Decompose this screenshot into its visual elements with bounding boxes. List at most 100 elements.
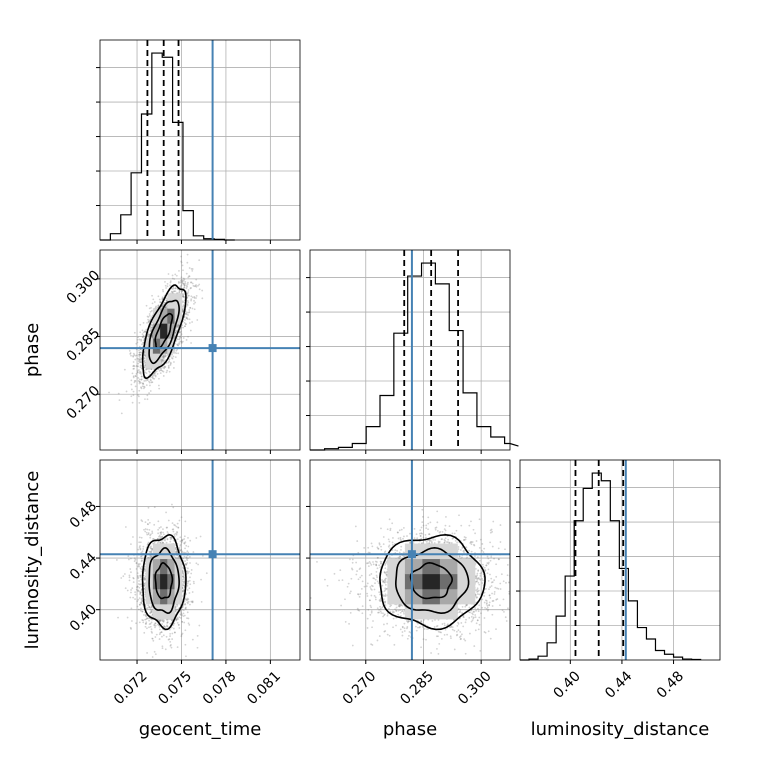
scatter-point-geocent-time-vs-phase bbox=[192, 284, 195, 287]
scatter-point-geocent-time-vs-phase bbox=[174, 290, 177, 293]
scatter-point-geocent-time-vs-luminosity-distance bbox=[167, 638, 170, 641]
ylabel-phase: phase bbox=[22, 323, 43, 377]
scatter-point-geocent-time-vs-luminosity-distance bbox=[143, 528, 145, 531]
scatter-point-geocent-time-vs-phase bbox=[139, 381, 142, 384]
scatter-point-geocent-time-vs-phase bbox=[187, 295, 189, 297]
scatter-point-geocent-time-vs-phase bbox=[182, 309, 184, 312]
histogram-phase bbox=[310, 262, 519, 451]
scatter-point-geocent-time-vs-phase bbox=[182, 337, 185, 339]
scatter-point-geocent-time-vs-luminosity-distance bbox=[184, 541, 187, 544]
scatter-point-geocent-time-vs-phase bbox=[188, 275, 191, 278]
scatter-point-geocent-time-vs-phase bbox=[152, 298, 155, 301]
scatter-point-geocent-time-vs-phase bbox=[131, 401, 134, 404]
scatter-point-geocent-time-vs-phase bbox=[176, 344, 179, 347]
scatter-point-geocent-time-vs-luminosity-distance bbox=[139, 591, 142, 594]
xlabel-geocent-time: geocent_time bbox=[139, 719, 262, 740]
scatter-point-geocent-time-vs-phase bbox=[194, 301, 197, 304]
scatter-point-geocent-time-vs-phase bbox=[133, 367, 135, 370]
scatter-point-geocent-time-vs-luminosity-distance bbox=[179, 614, 182, 616]
scatter-point-geocent-time-vs-luminosity-distance bbox=[183, 551, 185, 554]
scatter-point-geocent-time-vs-luminosity-distance bbox=[183, 582, 186, 585]
scatter-point-geocent-time-vs-phase bbox=[182, 277, 185, 280]
scatter-point-geocent-time-vs-luminosity-distance bbox=[141, 520, 144, 523]
scatter-point-geocent-time-vs-phase bbox=[164, 355, 167, 358]
scatter-point-geocent-time-vs-luminosity-distance bbox=[149, 625, 152, 628]
scatter-point-geocent-time-vs-luminosity-distance bbox=[146, 528, 149, 531]
scatter-point-geocent-time-vs-luminosity-distance bbox=[175, 532, 177, 535]
scatter-point-geocent-time-vs-phase bbox=[158, 369, 161, 372]
scatter-point-geocent-time-vs-phase bbox=[149, 330, 152, 333]
scatter-point-geocent-time-vs-phase bbox=[134, 354, 137, 357]
scatter-point-geocent-time-vs-luminosity-distance bbox=[185, 556, 188, 559]
scatter-point-geocent-time-vs-luminosity-distance bbox=[188, 592, 191, 594]
scatter-point-geocent-time-vs-luminosity-distance bbox=[169, 635, 171, 637]
scatter-point-geocent-time-vs-luminosity-distance bbox=[140, 600, 143, 603]
scatter-point-geocent-time-vs-phase bbox=[179, 336, 182, 339]
scatter-point-geocent-time-vs-phase bbox=[183, 278, 186, 281]
scatter-point-geocent-time-vs-phase bbox=[163, 302, 166, 304]
scatter-point-geocent-time-vs-luminosity-distance bbox=[140, 570, 143, 573]
scatter-point-geocent-time-vs-luminosity-distance bbox=[191, 601, 194, 604]
scatter-point-geocent-time-vs-luminosity-distance bbox=[196, 646, 199, 649]
scatter-point-geocent-time-vs-luminosity-distance bbox=[192, 580, 195, 583]
scatter-point-geocent-time-vs-luminosity-distance bbox=[186, 562, 189, 564]
scatter-point-geocent-time-vs-luminosity-distance bbox=[183, 555, 186, 558]
scatter-point-geocent-time-vs-phase bbox=[183, 296, 186, 299]
scatter-point-geocent-time-vs-phase bbox=[180, 340, 182, 343]
scatter-point-geocent-time-vs-phase bbox=[162, 303, 164, 306]
scatter-point-geocent-time-vs-phase bbox=[160, 361, 163, 364]
scatter-point-geocent-time-vs-luminosity-distance bbox=[138, 586, 141, 589]
scatter-point-geocent-time-vs-luminosity-distance bbox=[150, 604, 153, 607]
scatter-point-geocent-time-vs-phase bbox=[142, 335, 145, 338]
scatter-point-geocent-time-vs-phase bbox=[180, 341, 183, 344]
scatter-point-geocent-time-vs-phase bbox=[136, 354, 138, 357]
scatter-point-geocent-time-vs-phase bbox=[183, 286, 186, 289]
scatter-point-geocent-time-vs-luminosity-distance bbox=[186, 570, 188, 572]
scatter-point-geocent-time-vs-phase bbox=[188, 309, 191, 311]
scatter-point-geocent-time-vs-phase bbox=[140, 361, 142, 364]
scatter-point-geocent-time-vs-luminosity-distance bbox=[137, 583, 140, 585]
scatter-point-geocent-time-vs-luminosity-distance bbox=[200, 600, 203, 603]
scatter-point-geocent-time-vs-luminosity-distance bbox=[151, 611, 153, 614]
scatter-point-geocent-time-vs-luminosity-distance bbox=[144, 618, 147, 621]
scatter-point-geocent-time-vs-phase bbox=[180, 284, 183, 287]
scatter-point-geocent-time-vs-phase bbox=[177, 323, 180, 326]
scatter-point-geocent-time-vs-luminosity-distance bbox=[169, 538, 172, 541]
scatter-point-geocent-time-vs-luminosity-distance bbox=[163, 625, 165, 627]
scatter-point-geocent-time-vs-phase bbox=[181, 340, 184, 343]
scatter-point-geocent-time-vs-luminosity-distance bbox=[165, 541, 168, 544]
scatter-point-geocent-time-vs-luminosity-distance bbox=[160, 526, 162, 528]
scatter-point-geocent-time-vs-phase bbox=[138, 338, 141, 341]
scatter-point-geocent-time-vs-luminosity-distance bbox=[188, 579, 191, 582]
scatter-point-geocent-time-vs-luminosity-distance bbox=[184, 520, 187, 523]
scatter-point-geocent-time-vs-luminosity-distance bbox=[146, 523, 149, 525]
scatter-point-geocent-time-vs-phase bbox=[150, 368, 153, 371]
scatter-point-geocent-time-vs-phase bbox=[173, 361, 175, 363]
scatter-point-geocent-time-vs-phase bbox=[149, 378, 152, 381]
scatter-point-geocent-time-vs-luminosity-distance bbox=[181, 614, 184, 616]
scatter-point-geocent-time-vs-luminosity-distance bbox=[169, 640, 172, 643]
scatter-point-geocent-time-vs-phase bbox=[187, 291, 190, 293]
scatter-point-geocent-time-vs-luminosity-distance bbox=[177, 618, 180, 620]
scatter-point-geocent-time-vs-luminosity-distance bbox=[157, 540, 160, 543]
scatter-point-geocent-time-vs-phase bbox=[141, 333, 144, 336]
scatter-point-geocent-time-vs-luminosity-distance bbox=[201, 554, 204, 557]
scatter-point-geocent-time-vs-luminosity-distance bbox=[145, 622, 147, 625]
scatter-point-geocent-time-vs-luminosity-distance bbox=[134, 558, 137, 561]
scatter-point-geocent-time-vs-phase bbox=[167, 361, 170, 364]
scatter-point-geocent-time-vs-phase bbox=[169, 355, 172, 358]
scatter-point-geocent-time-vs-phase bbox=[134, 375, 137, 377]
scatter-point-geocent-time-vs-luminosity-distance bbox=[205, 572, 208, 575]
scatter-point-geocent-time-vs-luminosity-distance bbox=[178, 627, 181, 629]
scatter-point-geocent-time-vs-phase bbox=[164, 354, 167, 357]
scatter-point-geocent-time-vs-phase bbox=[168, 370, 171, 373]
scatter-point-geocent-time-vs-phase bbox=[138, 353, 141, 356]
scatter-point-geocent-time-vs-phase bbox=[118, 399, 121, 402]
scatter-point-geocent-time-vs-phase bbox=[147, 318, 149, 321]
scatter-point-geocent-time-vs-phase bbox=[136, 371, 139, 373]
scatter-point-geocent-time-vs-luminosity-distance bbox=[170, 626, 173, 629]
scatter-point-geocent-time-vs-phase bbox=[164, 306, 167, 309]
scatter-point-geocent-time-vs-luminosity-distance bbox=[122, 575, 125, 578]
scatter-point-geocent-time-vs-luminosity-distance bbox=[138, 603, 141, 606]
